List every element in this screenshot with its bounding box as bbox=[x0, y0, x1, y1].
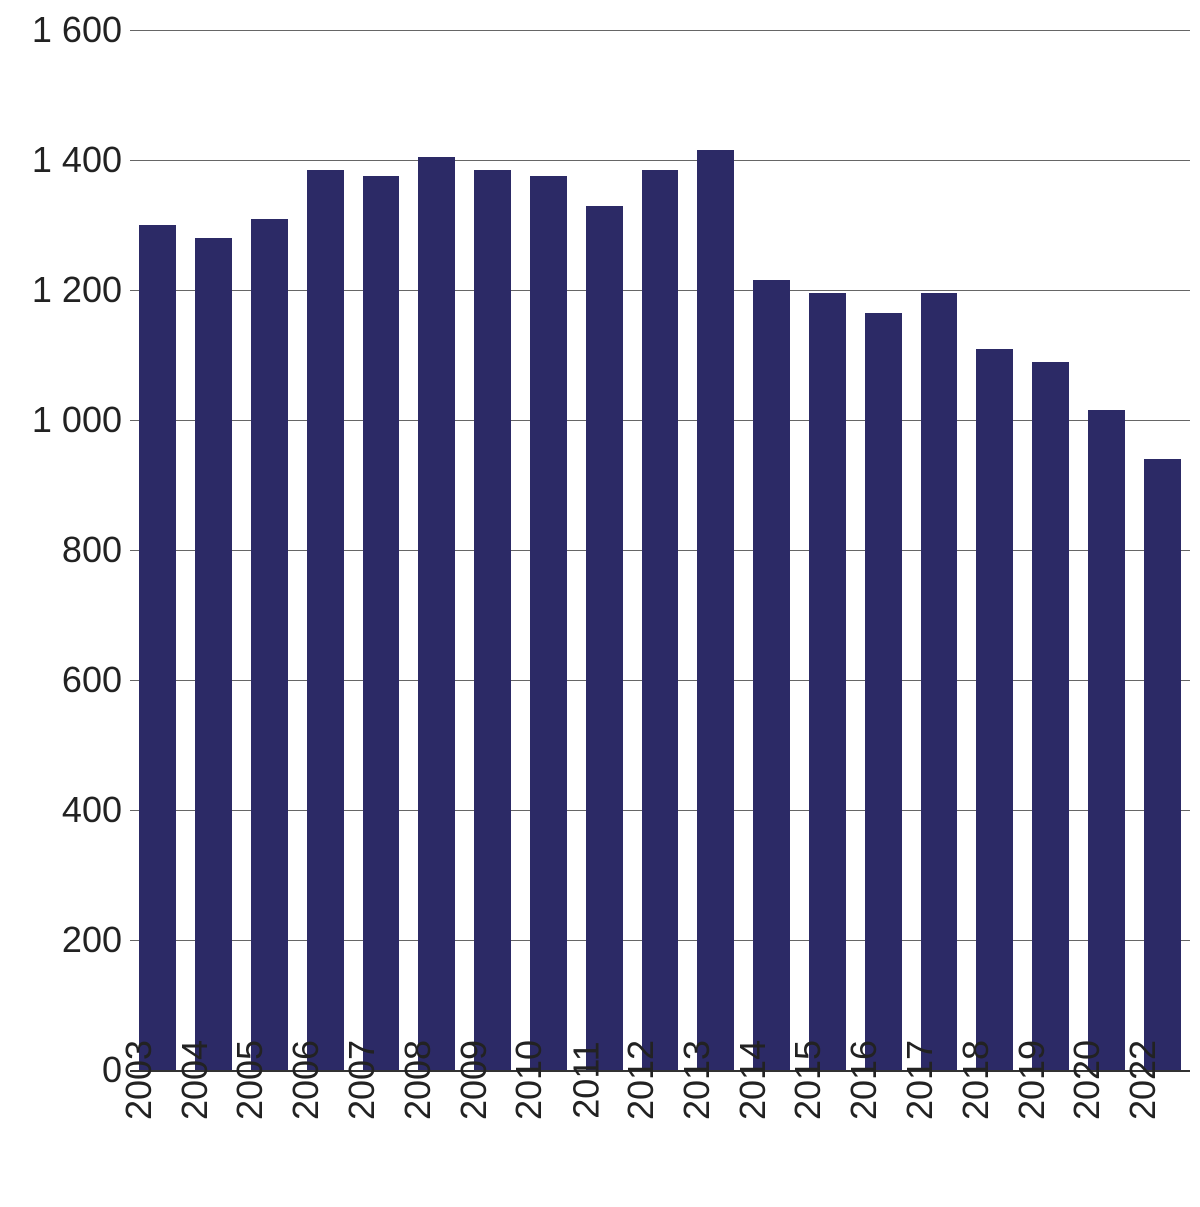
bar-slot bbox=[130, 30, 186, 1070]
x-tick-label: 2011 bbox=[566, 1041, 608, 1118]
bar bbox=[921, 293, 958, 1070]
x-tick-label: 2017 bbox=[899, 1040, 941, 1120]
x-tick-label: 2022 bbox=[1122, 1040, 1164, 1120]
x-tick-label: 2013 bbox=[676, 1040, 718, 1120]
bar bbox=[976, 349, 1013, 1071]
y-tick-label: 400 bbox=[62, 789, 122, 831]
y-tick-label: 1 000 bbox=[32, 399, 122, 441]
bar-slot bbox=[800, 30, 856, 1070]
x-tick-label: 2018 bbox=[955, 1040, 997, 1120]
bar-slot bbox=[688, 30, 744, 1070]
x-tick-label: 2009 bbox=[453, 1040, 495, 1120]
bar bbox=[1144, 459, 1181, 1070]
x-tick-label: 2016 bbox=[843, 1040, 885, 1120]
bar bbox=[809, 293, 846, 1070]
bar-slot bbox=[1079, 30, 1135, 1070]
y-tick-label: 200 bbox=[62, 919, 122, 961]
bar bbox=[1032, 362, 1069, 1071]
bar-slot bbox=[353, 30, 409, 1070]
bar bbox=[642, 170, 679, 1070]
bar bbox=[1088, 410, 1125, 1070]
x-tick-label: 2012 bbox=[620, 1040, 662, 1120]
bar bbox=[363, 176, 400, 1070]
bars-container bbox=[130, 30, 1190, 1070]
y-tick-label: 1 200 bbox=[32, 269, 122, 311]
x-tick-label: 2020 bbox=[1066, 1040, 1108, 1120]
bar-slot bbox=[297, 30, 353, 1070]
bar-slot bbox=[186, 30, 242, 1070]
bar bbox=[418, 157, 455, 1070]
bar-slot bbox=[967, 30, 1023, 1070]
bar-slot bbox=[1134, 30, 1190, 1070]
bar bbox=[753, 280, 790, 1070]
x-tick-label: 2014 bbox=[732, 1040, 774, 1120]
bar-slot bbox=[521, 30, 577, 1070]
x-tick-label: 2019 bbox=[1011, 1040, 1053, 1120]
y-tick-label: 1 400 bbox=[32, 139, 122, 181]
bar-slot bbox=[465, 30, 521, 1070]
x-axis-labels: 2003200420052006200720082009201020112012… bbox=[130, 1080, 1190, 1200]
bar-slot bbox=[855, 30, 911, 1070]
bar bbox=[530, 176, 567, 1070]
bar-slot bbox=[744, 30, 800, 1070]
bar bbox=[474, 170, 511, 1070]
bar bbox=[307, 170, 344, 1070]
bar-slot bbox=[911, 30, 967, 1070]
bar bbox=[251, 219, 288, 1071]
bar bbox=[139, 225, 176, 1070]
x-tick-label: 2006 bbox=[285, 1040, 327, 1120]
x-tick-label: 2004 bbox=[174, 1040, 216, 1120]
bar-chart: 2003 2004 2005 2006 2007 2008 2009 2010 2011 2012… bbox=[0, 0, 1200, 1207]
x-tick-label: 2007 bbox=[341, 1040, 383, 1120]
bar bbox=[865, 313, 902, 1070]
x-tick-label: 2010 bbox=[508, 1040, 550, 1120]
bar-slot bbox=[409, 30, 465, 1070]
x-tick-label: 2003 bbox=[118, 1040, 160, 1120]
bar-slot bbox=[242, 30, 298, 1070]
bar bbox=[195, 238, 232, 1070]
y-tick-label: 800 bbox=[62, 529, 122, 571]
bar bbox=[586, 206, 623, 1071]
y-tick-label: 0 bbox=[102, 1049, 122, 1091]
plot-area bbox=[130, 30, 1190, 1072]
bar bbox=[697, 150, 734, 1070]
bar-slot bbox=[632, 30, 688, 1070]
x-tick-label: 2015 bbox=[787, 1040, 829, 1120]
bar-slot bbox=[576, 30, 632, 1070]
x-label-slot: 2022 bbox=[1134, 1080, 1190, 1200]
y-tick-label: 1 600 bbox=[32, 9, 122, 51]
x-tick-label: 2008 bbox=[397, 1040, 439, 1120]
x-tick-label: 2005 bbox=[229, 1040, 271, 1120]
y-tick-label: 600 bbox=[62, 659, 122, 701]
bar-slot bbox=[1023, 30, 1079, 1070]
